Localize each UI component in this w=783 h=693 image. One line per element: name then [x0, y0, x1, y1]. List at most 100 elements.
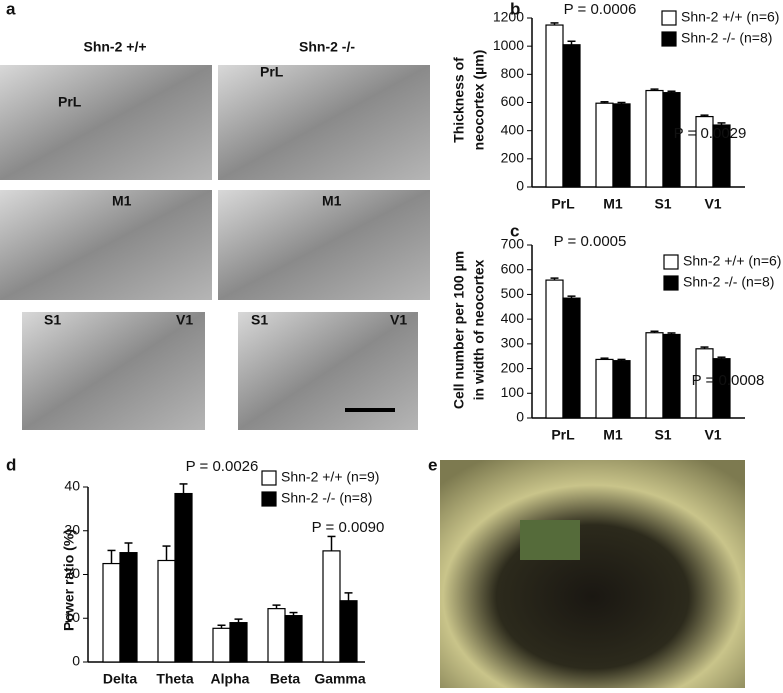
y-tick-label: 200 — [501, 359, 525, 375]
y-axis-label: in width of neocortex — [471, 259, 487, 400]
x-tick-label: M1 — [603, 427, 623, 443]
x-tick-label: Beta — [270, 671, 301, 687]
bar — [712, 124, 731, 188]
y-tick-label: 400 — [501, 310, 525, 326]
region-label: S1 — [251, 312, 268, 328]
p-value: P = 0.0029 — [674, 125, 747, 142]
y-tick-label: 600 — [501, 93, 525, 109]
legend-label: Shn-2 -/- (n=8) — [281, 490, 372, 506]
y-tick-label: 1200 — [493, 9, 524, 25]
bar — [157, 559, 176, 663]
bar — [645, 332, 664, 419]
bar — [119, 552, 138, 663]
panel-a-images — [0, 65, 430, 430]
bar — [229, 622, 248, 663]
legend-swatch — [663, 254, 679, 270]
x-tick-label: Gamma — [314, 671, 366, 687]
bar — [595, 358, 614, 419]
panel-label: a — [6, 0, 16, 18]
brain-image — [0, 65, 212, 180]
y-axis-label: neocortex (µm) — [471, 50, 487, 151]
y-tick-label: 600 — [501, 260, 525, 276]
bar — [562, 297, 581, 419]
y-tick-label: 0 — [516, 178, 524, 194]
x-tick-label: V1 — [704, 427, 721, 443]
bar — [595, 102, 614, 188]
mouse-photo — [440, 460, 745, 688]
y-tick-label: 20 — [64, 565, 80, 581]
legend-swatch — [663, 275, 679, 291]
bar — [174, 492, 193, 663]
x-tick-label: PrL — [551, 427, 575, 443]
y-tick-label: 10 — [64, 609, 80, 625]
y-tick-label: 0 — [72, 653, 80, 669]
region-label: V1 — [390, 312, 407, 328]
p-value: P = 0.0008 — [692, 372, 765, 389]
bar — [339, 600, 358, 663]
y-axis-label: Thickness of — [451, 57, 467, 143]
brain-image — [0, 190, 212, 300]
x-tick-label: S1 — [654, 196, 671, 212]
legend-swatch — [261, 470, 277, 486]
bar — [322, 550, 341, 663]
panel-label: d — [6, 455, 16, 474]
x-tick-label: Alpha — [211, 671, 250, 687]
implant — [520, 520, 580, 560]
legend-swatch — [661, 10, 677, 26]
y-tick-label: 30 — [64, 521, 80, 537]
column-label: Shn-2 +/+ — [83, 39, 146, 55]
y-tick-label: 0 — [516, 409, 524, 425]
x-tick-label: PrL — [551, 196, 575, 212]
y-tick-label: 700 — [501, 236, 525, 252]
p-value: P = 0.0006 — [564, 1, 637, 18]
p-value: P = 0.0005 — [554, 233, 627, 250]
y-tick-label: 300 — [501, 335, 525, 351]
column-label: Shn-2 -/- — [299, 39, 355, 55]
x-tick-label: V1 — [704, 196, 721, 212]
bar — [612, 103, 631, 188]
brain-image — [218, 65, 430, 180]
y-tick-label: 40 — [64, 478, 80, 494]
region-label: M1 — [112, 193, 132, 209]
legend-label: Shn-2 +/+ (n=9) — [281, 469, 379, 485]
panel-label: e — [428, 455, 437, 474]
legend-label: Shn-2 -/- (n=8) — [681, 30, 772, 46]
bar — [545, 24, 564, 188]
brain-image — [218, 190, 430, 300]
bar — [662, 92, 681, 188]
panel-label: c — [510, 221, 519, 240]
bar — [545, 279, 564, 419]
panel-label: b — [510, 0, 520, 18]
x-tick-label: S1 — [654, 427, 671, 443]
y-axis-label: Cell number per 100 µm — [451, 251, 467, 409]
region-label: PrL — [260, 64, 284, 80]
brain-image — [22, 312, 205, 430]
legend-label: Shn-2 -/- (n=8) — [683, 274, 774, 290]
p-value: P = 0.0090 — [312, 519, 385, 536]
p-value: P = 0.0026 — [186, 458, 259, 475]
y-tick-label: 400 — [501, 121, 525, 137]
x-tick-label: M1 — [603, 196, 623, 212]
region-label: V1 — [176, 312, 193, 328]
bar — [102, 562, 121, 663]
bar — [662, 333, 681, 419]
bar — [612, 360, 631, 419]
y-tick-label: 100 — [501, 384, 525, 400]
bar — [562, 44, 581, 188]
bar — [645, 89, 664, 188]
x-tick-label: Delta — [103, 671, 137, 687]
y-tick-label: 200 — [501, 150, 525, 166]
bar — [284, 615, 303, 663]
bar — [212, 627, 231, 663]
region-label: S1 — [44, 312, 61, 328]
bar — [712, 358, 731, 419]
y-tick-label: 1000 — [493, 37, 524, 53]
brain-image — [238, 312, 418, 430]
y-tick-label: 800 — [501, 65, 525, 81]
region-label: PrL — [58, 94, 82, 110]
legend-swatch — [661, 31, 677, 47]
y-axis-label: Power ratio (%) — [61, 529, 77, 631]
y-tick-label: 500 — [501, 285, 525, 301]
region-label: M1 — [322, 193, 342, 209]
